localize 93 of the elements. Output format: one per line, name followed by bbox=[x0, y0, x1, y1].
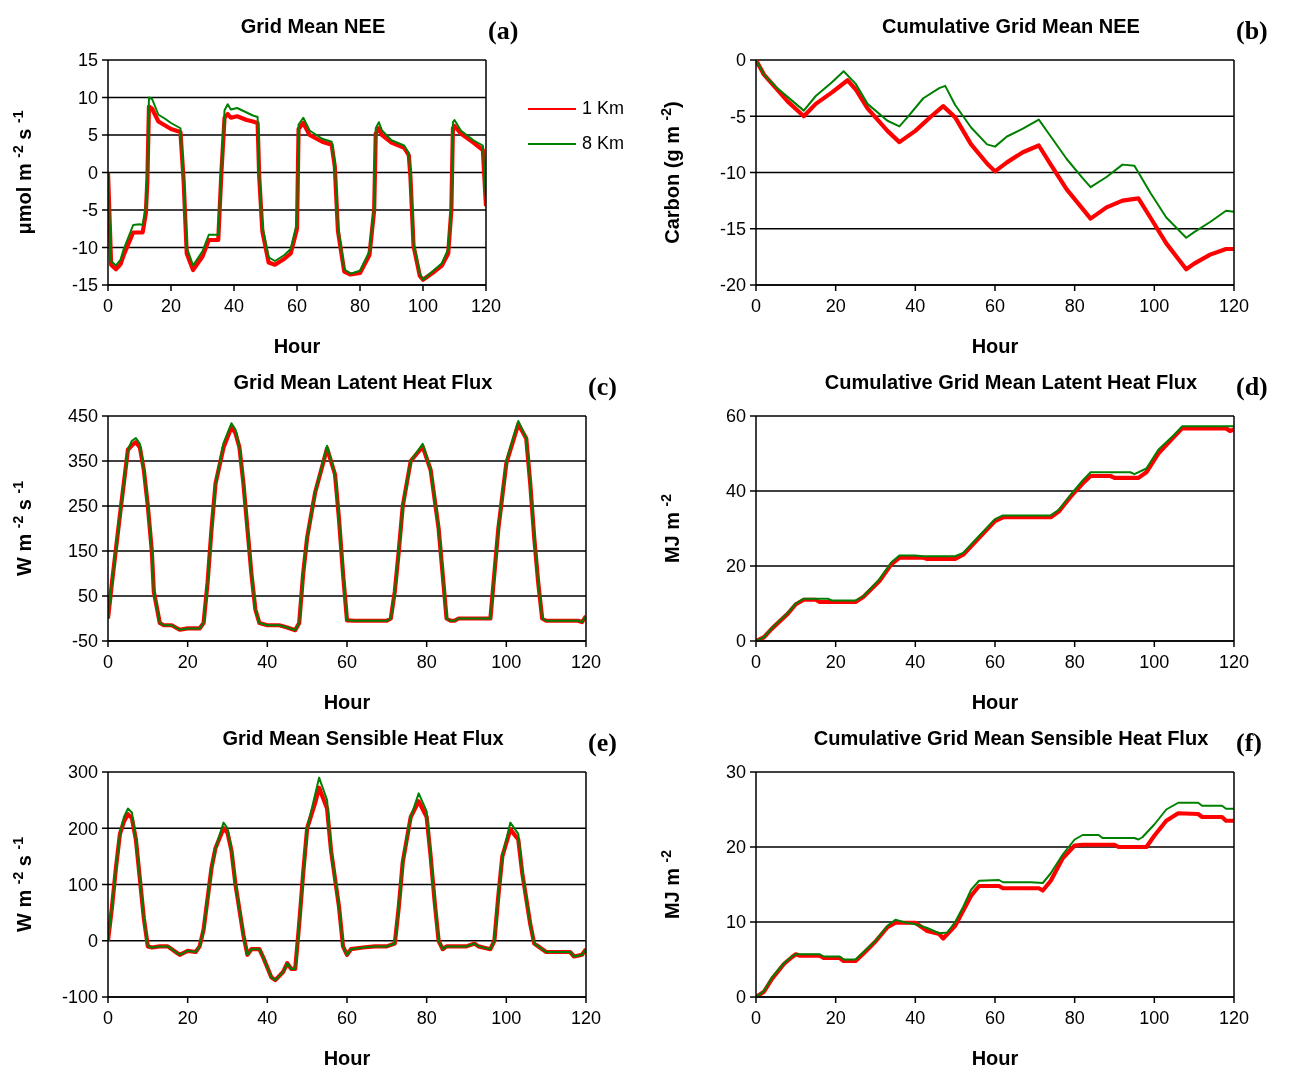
legend-label: 8 Km bbox=[582, 133, 625, 154]
y-tick-label: 100 bbox=[67, 874, 98, 895]
text: (d) bbox=[1236, 372, 1268, 402]
x-tick-label: 120 bbox=[1218, 295, 1250, 316]
x-tick-label: 120 bbox=[470, 295, 502, 316]
chart-title: Cumulative Grid Mean Latent Heat Flux bbox=[824, 371, 1198, 393]
x-tick-label: 20 bbox=[177, 651, 198, 672]
x-tick-label: 0 bbox=[102, 295, 114, 316]
x-tick-label: 60 bbox=[984, 651, 1006, 672]
x-tick-label: 120 bbox=[570, 651, 602, 672]
text: (a) bbox=[488, 16, 519, 46]
x-tick-label: 80 bbox=[416, 651, 437, 672]
y-tick-label: 0 bbox=[735, 50, 746, 71]
text: (e) bbox=[588, 728, 617, 758]
y-tick-label: 20 bbox=[725, 556, 746, 577]
x-tick-label: 100 bbox=[407, 295, 439, 316]
y-tick-label: 350 bbox=[67, 451, 98, 472]
x-tick-label: 60 bbox=[286, 295, 308, 316]
x-tick-label: 60 bbox=[984, 295, 1006, 316]
legend-label: 1 Km bbox=[582, 98, 625, 119]
x-tick-label: 80 bbox=[1064, 295, 1085, 316]
chart-title: Grid Mean Sensible Heat Flux bbox=[222, 727, 504, 749]
y-tick-label: -15 bbox=[71, 275, 98, 296]
x-axis-title: Hour bbox=[971, 691, 1019, 713]
x-axis-title: Hour bbox=[971, 335, 1019, 357]
x-tick-label: 120 bbox=[570, 1007, 602, 1028]
y-tick-label: 30 bbox=[725, 762, 746, 783]
y-tick-label: 10 bbox=[77, 87, 98, 108]
x-tick-label: 100 bbox=[1139, 651, 1170, 672]
x-tick-label: 40 bbox=[905, 295, 926, 316]
x-tick-label: 40 bbox=[257, 1007, 278, 1028]
y-tick-label: -5 bbox=[81, 200, 98, 221]
x-tick-label: 20 bbox=[160, 295, 182, 316]
y-tick-label: -10 bbox=[71, 237, 98, 258]
x-tick-label: 120 bbox=[1218, 1007, 1250, 1028]
x-tick-label: 60 bbox=[336, 651, 358, 672]
y-tick-label: 300 bbox=[67, 762, 98, 783]
y-tick-label: 450 bbox=[67, 406, 98, 427]
x-tick-label: 100 bbox=[491, 1007, 522, 1028]
text: (c) bbox=[588, 372, 617, 402]
chart-title: Grid Mean NEE bbox=[240, 15, 386, 37]
y-tick-label: 5 bbox=[87, 125, 98, 146]
x-axis-title: Hour bbox=[323, 691, 371, 713]
chart-title: Grid Mean Latent Heat Flux bbox=[233, 371, 493, 393]
x-tick-label: 60 bbox=[984, 1007, 1006, 1028]
y-tick-label: 150 bbox=[67, 541, 98, 562]
x-tick-label: 0 bbox=[102, 651, 114, 672]
x-tick-label: 40 bbox=[905, 1007, 926, 1028]
chart-title: Cumulative Grid Mean NEE bbox=[882, 15, 1140, 37]
y-tick-label: 0 bbox=[87, 931, 98, 952]
x-tick-label: 40 bbox=[257, 651, 278, 672]
text: (f) bbox=[1236, 728, 1262, 758]
x-tick-label: 80 bbox=[1064, 651, 1085, 672]
x-tick-label: 40 bbox=[905, 651, 926, 672]
x-tick-label: 80 bbox=[1064, 1007, 1085, 1028]
x-tick-label: 20 bbox=[825, 651, 846, 672]
y-tick-label: 20 bbox=[725, 837, 746, 858]
y-tick-label: 0 bbox=[735, 631, 746, 652]
y-tick-label: -15 bbox=[719, 219, 746, 240]
y-tick-label: 0 bbox=[87, 162, 98, 183]
x-tick-label: 80 bbox=[416, 1007, 437, 1028]
x-axis-title: Hour bbox=[273, 335, 321, 357]
x-tick-label: 100 bbox=[1139, 295, 1170, 316]
y-tick-label: 60 bbox=[725, 406, 746, 427]
x-tick-label: 40 bbox=[223, 295, 245, 316]
y-tick-label: -50 bbox=[71, 631, 98, 652]
x-axis-title: Hour bbox=[323, 1047, 371, 1069]
y-tick-label: 50 bbox=[77, 586, 98, 607]
chart-title: Cumulative Grid Mean Sensible Heat Flux bbox=[813, 727, 1209, 749]
x-tick-label: 100 bbox=[491, 651, 522, 672]
x-axis-title: Hour bbox=[971, 1047, 1019, 1069]
y-tick-label: -20 bbox=[719, 275, 746, 296]
x-tick-label: 80 bbox=[349, 295, 371, 316]
x-tick-label: 0 bbox=[102, 1007, 114, 1028]
y-tick-label: -100 bbox=[61, 987, 98, 1008]
y-tick-label: 250 bbox=[67, 496, 98, 517]
x-tick-label: 0 bbox=[750, 1007, 762, 1028]
y-tick-label: 15 bbox=[77, 50, 98, 71]
y-tick-label: 10 bbox=[725, 912, 746, 933]
x-tick-label: 20 bbox=[177, 1007, 198, 1028]
x-tick-label: 20 bbox=[825, 295, 846, 316]
y-tick-label: 0 bbox=[735, 987, 746, 1008]
y-tick-label: -10 bbox=[719, 162, 746, 183]
x-tick-label: 60 bbox=[336, 1007, 358, 1028]
text: (b) bbox=[1236, 16, 1268, 46]
y-tick-label: 200 bbox=[67, 818, 98, 839]
y-tick-label: -5 bbox=[729, 106, 746, 127]
x-tick-label: 120 bbox=[1218, 651, 1250, 672]
y-tick-label: 40 bbox=[725, 481, 746, 502]
x-tick-label: 0 bbox=[750, 295, 762, 316]
x-tick-label: 100 bbox=[1139, 1007, 1170, 1028]
x-tick-label: 0 bbox=[750, 651, 762, 672]
x-tick-label: 20 bbox=[825, 1007, 846, 1028]
